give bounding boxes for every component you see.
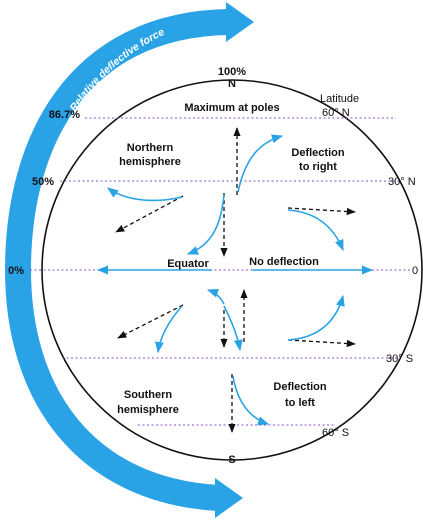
- south-curve-west: [154, 305, 183, 354]
- label-northern-1: Northern: [127, 142, 174, 154]
- pct-equator: 0%: [8, 265, 24, 277]
- pct-30: 50%: [32, 176, 54, 188]
- southern-arrows: [117, 288, 356, 433]
- pole-north: N: [228, 78, 236, 90]
- south-curve-down: [223, 305, 243, 352]
- south-curve-up-left: [206, 288, 225, 305]
- pole-south: S: [228, 454, 235, 466]
- label-deflect-right-1: Deflection: [291, 147, 344, 159]
- north-curve-east: [287, 209, 344, 252]
- label-deflect-left-1: Deflection: [273, 381, 326, 393]
- label-southern-1: Southern: [124, 389, 173, 401]
- lat-30n: 30° N: [388, 176, 416, 188]
- latitude-lines: [30, 117, 410, 426]
- label-deflect-right-2: to right: [299, 161, 337, 173]
- label-deflect-left-2: to left: [285, 397, 315, 409]
- north-curve-up-right: [237, 134, 284, 193]
- globe-outline: [41, 79, 423, 461]
- south-dashed-west: [117, 304, 184, 339]
- lat-60s: 60° S: [322, 427, 349, 439]
- south-curve-south: [232, 375, 270, 426]
- label-maximum: Maximum at poles: [184, 102, 279, 114]
- force-band-arrowhead-bottom: [215, 478, 243, 518]
- north-curve-down-left: [186, 194, 225, 255]
- force-band-arc: [4, 9, 229, 511]
- label-equator: Equator: [167, 258, 209, 270]
- latitude-heading: Latitude: [320, 93, 359, 105]
- pct-pole: 100%: [218, 66, 246, 78]
- label-southern-2: hemisphere: [117, 404, 179, 416]
- pct-60: 86.7%: [49, 109, 80, 121]
- label-no-deflection: No deflection: [249, 256, 319, 268]
- northern-arrows: [107, 127, 356, 257]
- lat-0: 0: [412, 265, 418, 277]
- north-curve-west: [107, 187, 183, 202]
- force-band-arrowhead-top: [226, 2, 254, 42]
- lat-60n: 60° N: [322, 107, 350, 119]
- south-curve-east: [287, 294, 345, 341]
- south-dashed-east: [287, 339, 356, 348]
- lat-30s: 30° S: [386, 353, 413, 365]
- force-band: Relative deflective force: [4, 2, 254, 518]
- north-dashed-west: [115, 195, 184, 233]
- label-northern-2: hemisphere: [119, 156, 181, 168]
